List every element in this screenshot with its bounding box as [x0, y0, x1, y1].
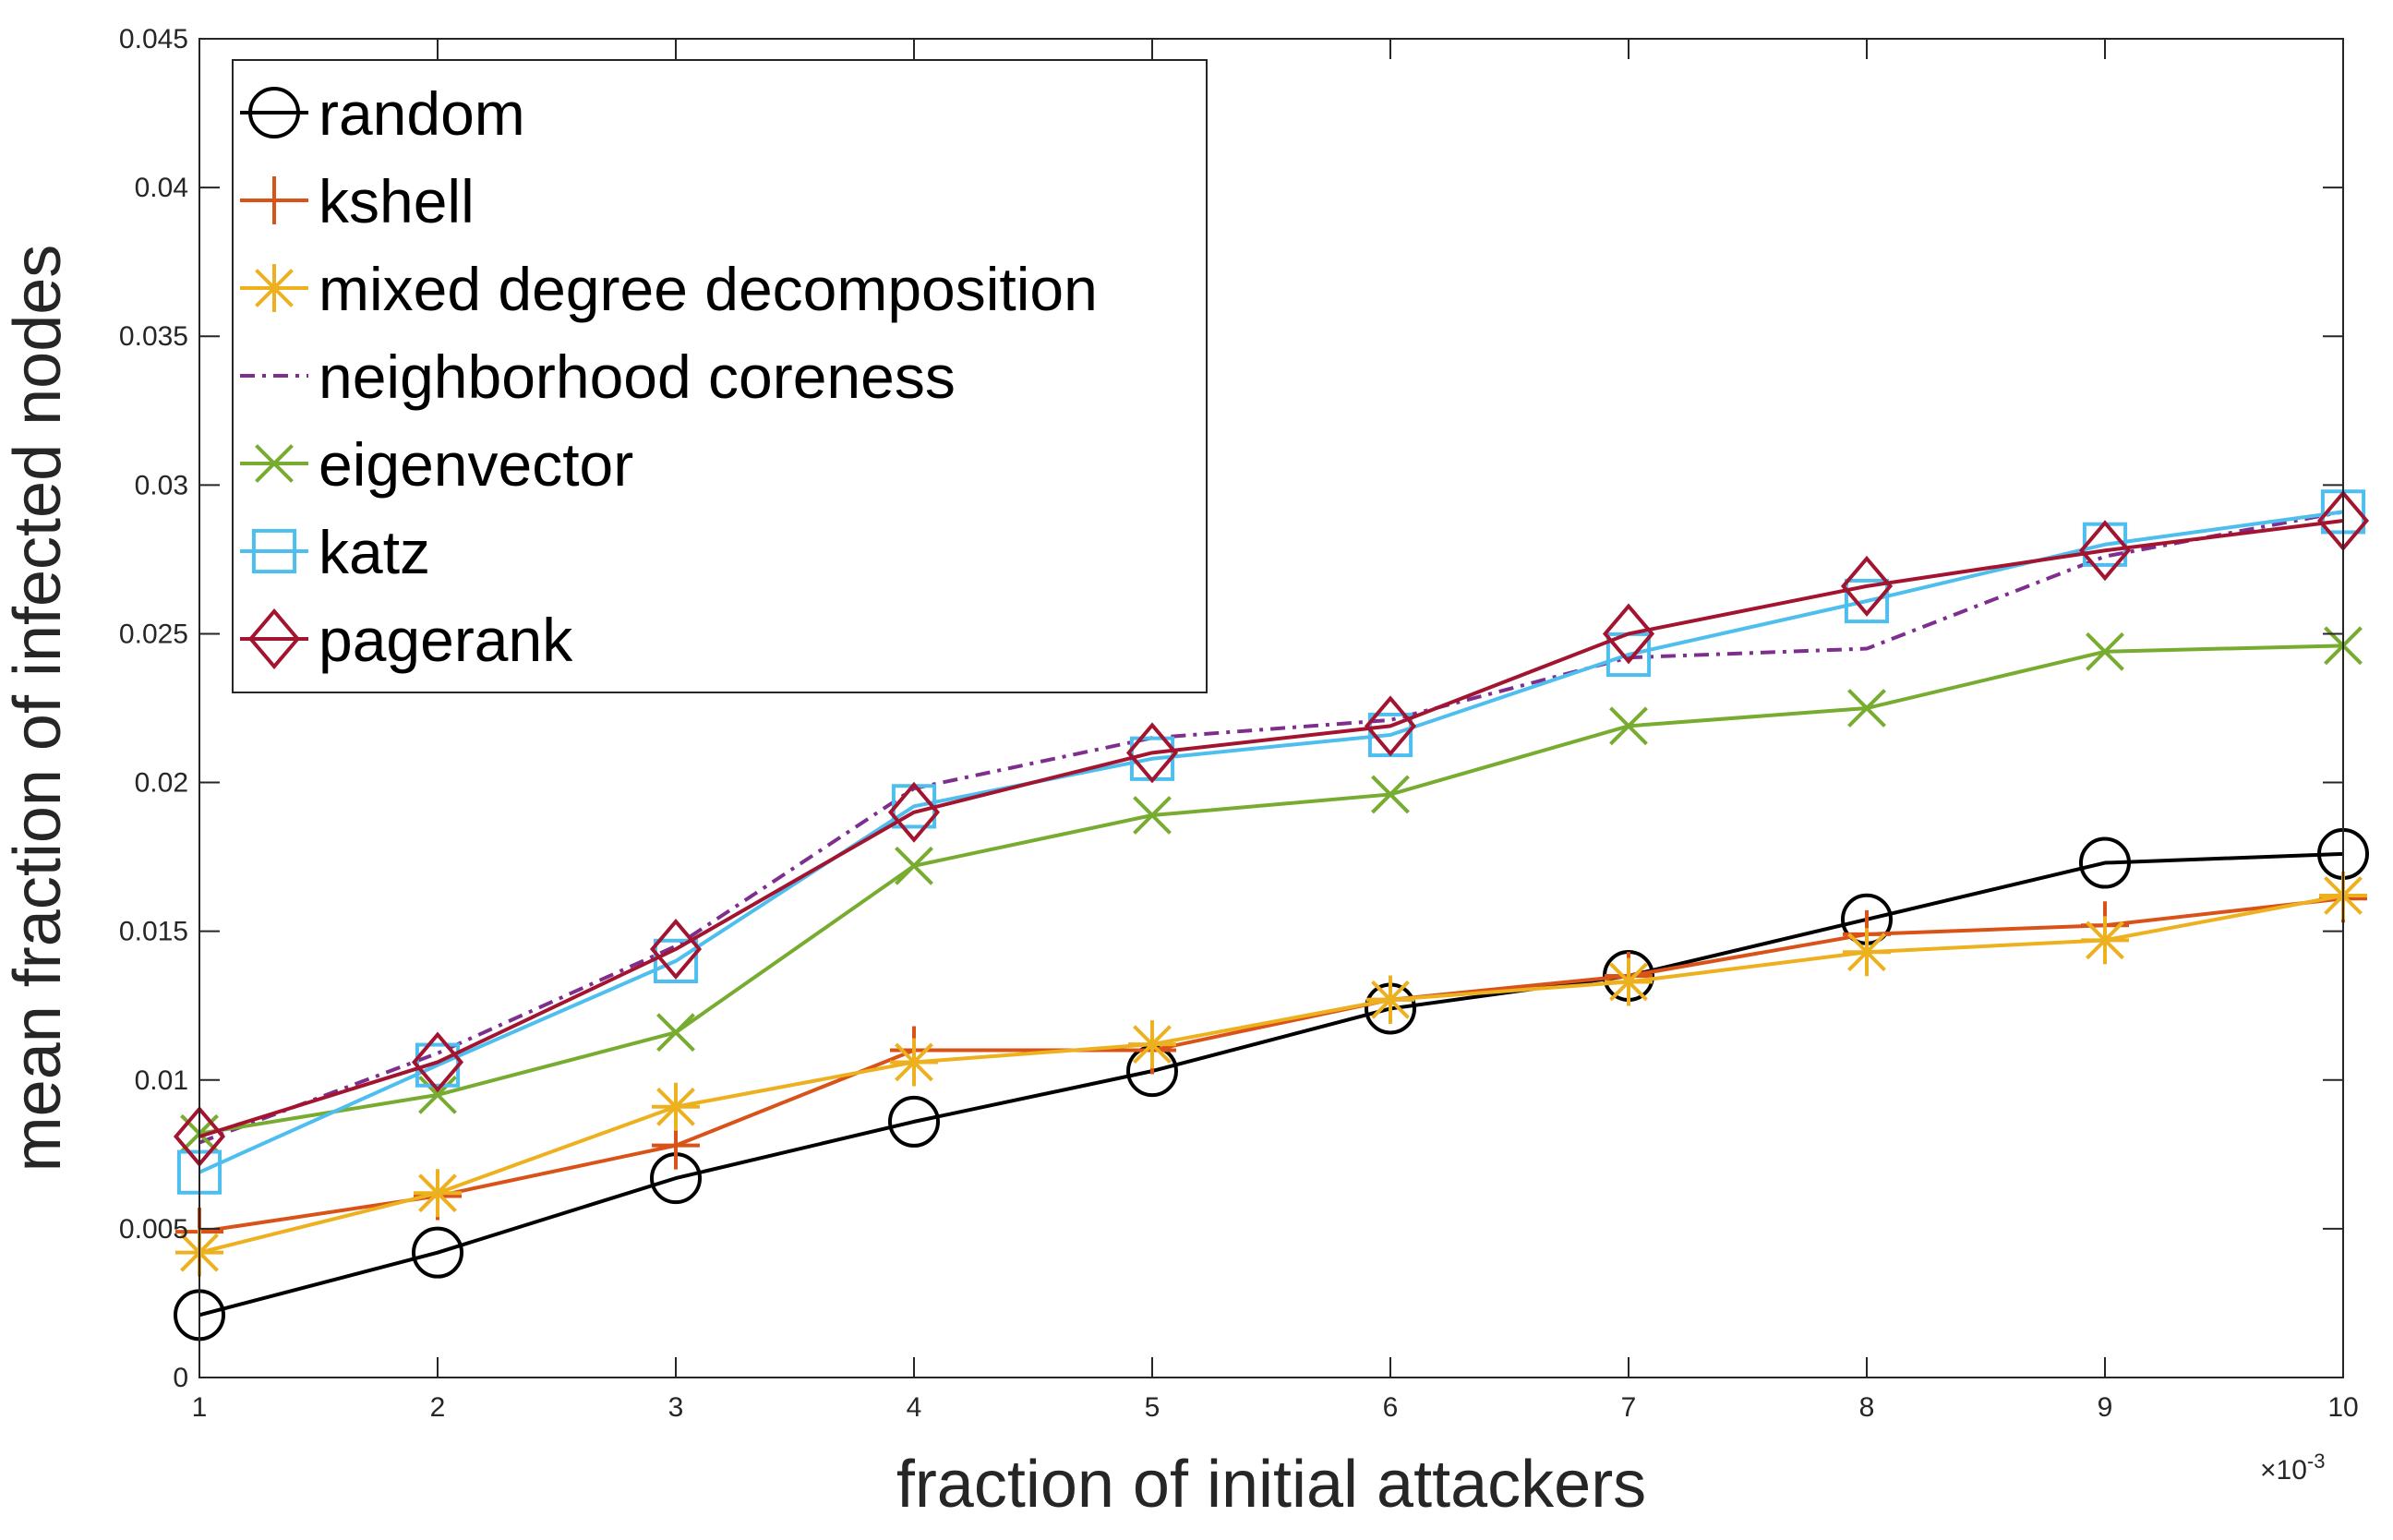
x-exponent-power: -3 — [2307, 1450, 2326, 1473]
legend-label: pagerank — [319, 606, 573, 674]
data-point-diamond — [2078, 520, 2132, 582]
x-exponent-base: ×10 — [2260, 1455, 2307, 1486]
data-point-asterisk — [652, 1082, 700, 1131]
legend-item: kshell — [240, 167, 475, 235]
x-tick-label: 3 — [668, 1392, 684, 1423]
x-tick-label: 6 — [1383, 1392, 1399, 1423]
x-tick-label: 5 — [1145, 1392, 1160, 1423]
data-point-diamond — [1840, 555, 1894, 617]
x-tick-label: 4 — [907, 1392, 922, 1423]
data-point-x — [656, 1013, 695, 1053]
legend-item: neighborhood coreness — [240, 343, 956, 411]
series-line — [198, 510, 2344, 1145]
data-point-asterisk — [1605, 957, 1653, 1006]
data-point-circle — [248, 87, 300, 138]
x-tick-label: 7 — [1621, 1392, 1637, 1423]
series-pagerank — [173, 490, 2370, 1167]
data-point-asterisk — [1843, 928, 1891, 977]
y-tick-label: 0.04 — [135, 173, 188, 203]
data-point-diamond — [411, 1031, 464, 1093]
legend-label: mixed degree decomposition — [319, 255, 1098, 323]
x-exponent-label: ×10-3 — [2260, 1450, 2325, 1486]
data-point-x — [1133, 796, 1172, 835]
data-point-square — [653, 938, 699, 983]
legend-item: mixed degree decomposition — [240, 255, 1098, 323]
legend-item: pagerank — [240, 606, 573, 674]
data-point-diamond — [1125, 722, 1179, 784]
data-point-asterisk — [2081, 916, 2129, 965]
y-tick-label: 0.01 — [135, 1065, 188, 1096]
data-point-square — [1844, 578, 1890, 624]
data-point-asterisk — [414, 1169, 462, 1218]
legend-item: random — [240, 79, 525, 148]
data-point-circle — [888, 1095, 940, 1148]
data-point-asterisk — [1128, 1020, 1176, 1069]
ticks-layer: 1 2 3 4 5 6 7 8 9 10 0 0.005 0.01 0.015 0.02 0.025 0.03 0… — [119, 24, 2359, 1423]
data-point-plus — [250, 176, 298, 224]
x-tick-label: 2 — [430, 1392, 446, 1423]
y-tick-label: 0.02 — [135, 768, 188, 799]
series-neighborhood-coreness — [198, 510, 2344, 1145]
y-tick-label: 0.045 — [119, 24, 188, 54]
data-point-x — [895, 846, 933, 885]
data-point-asterisk — [1366, 975, 1414, 1024]
legend: random kshell mixed degree decomposition ne… — [232, 59, 1208, 693]
legend-label: kshell — [319, 167, 475, 235]
data-point-diamond — [1602, 603, 1655, 665]
series-line — [198, 851, 2344, 1317]
data-point-diamond — [247, 608, 301, 669]
series-line — [198, 510, 2344, 1174]
data-point-x — [255, 444, 294, 483]
data-point-x — [418, 1075, 457, 1114]
y-tick-label: 0.035 — [119, 321, 188, 352]
data-point-square — [251, 528, 297, 574]
legend-label: random — [319, 79, 525, 148]
data-point-x — [1609, 706, 1648, 746]
data-point-asterisk — [250, 264, 298, 312]
y-tick-label: 0.03 — [135, 470, 188, 500]
data-point-diamond — [649, 919, 703, 980]
data-point-circle — [412, 1226, 463, 1279]
legend-label: neighborhood coreness — [319, 343, 956, 411]
legend-label: katz — [319, 518, 430, 586]
data-point-diamond — [1364, 695, 1417, 757]
legend-box — [232, 59, 1208, 693]
data-point-circle — [2079, 836, 2131, 889]
data-point-asterisk — [890, 1038, 938, 1087]
x-axis-title: fraction of initial attackers — [896, 1448, 1646, 1522]
data-point-x — [1371, 775, 1410, 814]
y-axis-title: mean fraction of infected nodes — [1, 245, 75, 1173]
plot-frame — [198, 38, 2344, 1378]
x-tick-label: 9 — [2098, 1392, 2113, 1423]
legend-item: eigenvector — [240, 430, 633, 499]
x-tick-label: 1 — [192, 1392, 208, 1423]
y-tick-label: 0 — [173, 1363, 188, 1393]
series-line — [198, 519, 2344, 1138]
x-tick-label: 8 — [1859, 1392, 1875, 1423]
y-tick-label: 0.005 — [119, 1214, 188, 1245]
y-tick-label: 0.025 — [119, 619, 188, 649]
data-point-x — [1847, 689, 1886, 728]
legend-item: katz — [240, 518, 430, 586]
x-tick-label: 10 — [2327, 1392, 2358, 1423]
series-line — [198, 894, 2344, 1255]
series-mixed-degree-decomposition — [175, 872, 2367, 1277]
legend-label: eigenvector — [319, 430, 633, 499]
series-line — [198, 644, 2344, 1136]
data-point-diamond — [887, 781, 941, 843]
series-line — [198, 896, 2344, 1234]
y-tick-label: 0.015 — [119, 917, 188, 947]
data-point-x — [2086, 632, 2124, 671]
series-layer — [173, 489, 2370, 1341]
